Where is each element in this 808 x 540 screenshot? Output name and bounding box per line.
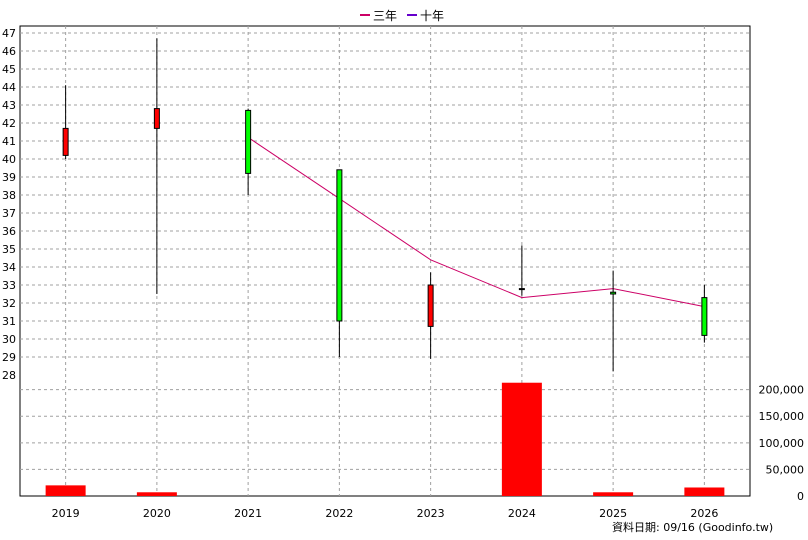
legend-item-three-year: 三年 xyxy=(360,6,397,24)
legend-label-three-year: 三年 xyxy=(373,8,398,23)
x-tick-label: 2022 xyxy=(325,507,353,520)
volume-tick-label: 50,000 xyxy=(766,463,805,476)
volume-bar xyxy=(684,487,725,496)
price-tick-label: 40 xyxy=(2,153,16,166)
price-tick-label: 42 xyxy=(2,117,16,130)
price-tick-label: 39 xyxy=(2,171,16,184)
candle-body xyxy=(153,108,160,129)
price-tick-label: 34 xyxy=(2,261,16,274)
data-date-footer: 資料日期: 09/16 (Goodinfo.tw) xyxy=(612,521,774,534)
price-tick-label: 43 xyxy=(2,99,16,112)
candle-body xyxy=(427,284,434,327)
candle-body xyxy=(610,291,617,295)
volume-bar xyxy=(501,382,542,496)
price-tick-label: 38 xyxy=(2,189,16,202)
series-line xyxy=(247,136,705,308)
price-tick-label: 46 xyxy=(2,45,16,58)
price-tick-label: 32 xyxy=(2,297,16,310)
volume-tick-label: 200,000 xyxy=(759,384,805,397)
price-tick-label: 47 xyxy=(2,27,16,40)
x-tick-label: 2019 xyxy=(52,507,80,520)
price-tick-label: 33 xyxy=(2,279,16,292)
candle-body xyxy=(245,109,252,174)
x-tick-label: 2023 xyxy=(417,507,445,520)
price-tick-label: 28 xyxy=(2,369,16,382)
x-tick-label: 2025 xyxy=(599,507,627,520)
candle-body xyxy=(62,127,69,156)
legend-swatch-ten-year xyxy=(407,14,418,16)
x-tick-label: 2020 xyxy=(143,507,171,520)
volume-bar xyxy=(45,485,86,496)
x-tick-label: 2021 xyxy=(234,507,262,520)
price-tick-label: 29 xyxy=(2,351,16,364)
price-tick-label: 45 xyxy=(2,63,16,76)
price-tick-label: 35 xyxy=(2,243,16,256)
price-tick-label: 41 xyxy=(2,135,16,148)
price-tick-label: 37 xyxy=(2,207,16,220)
candle-body xyxy=(518,288,525,291)
volume-tick-label: 0 xyxy=(797,490,804,503)
plot-frame xyxy=(19,25,751,497)
candle-body xyxy=(336,169,343,322)
price-tick-label: 36 xyxy=(2,225,16,238)
x-tick-label: 2024 xyxy=(508,507,536,520)
price-tick-label: 31 xyxy=(2,315,16,328)
volume-tick-label: 100,000 xyxy=(759,437,805,450)
legend-swatch-three-year xyxy=(360,14,370,16)
legend-item-ten-year: 十年 xyxy=(407,6,444,24)
volume-bar xyxy=(593,492,634,496)
volume-tick-label: 150,000 xyxy=(759,410,805,423)
price-tick-label: 44 xyxy=(2,81,16,94)
volume-bar xyxy=(136,492,177,496)
chart-legend: 三年 十年 xyxy=(360,6,444,24)
legend-label-ten-year: 十年 xyxy=(420,8,445,23)
candle-body xyxy=(701,297,708,336)
price-tick-label: 30 xyxy=(2,333,16,346)
x-tick-label: 2026 xyxy=(690,507,718,520)
